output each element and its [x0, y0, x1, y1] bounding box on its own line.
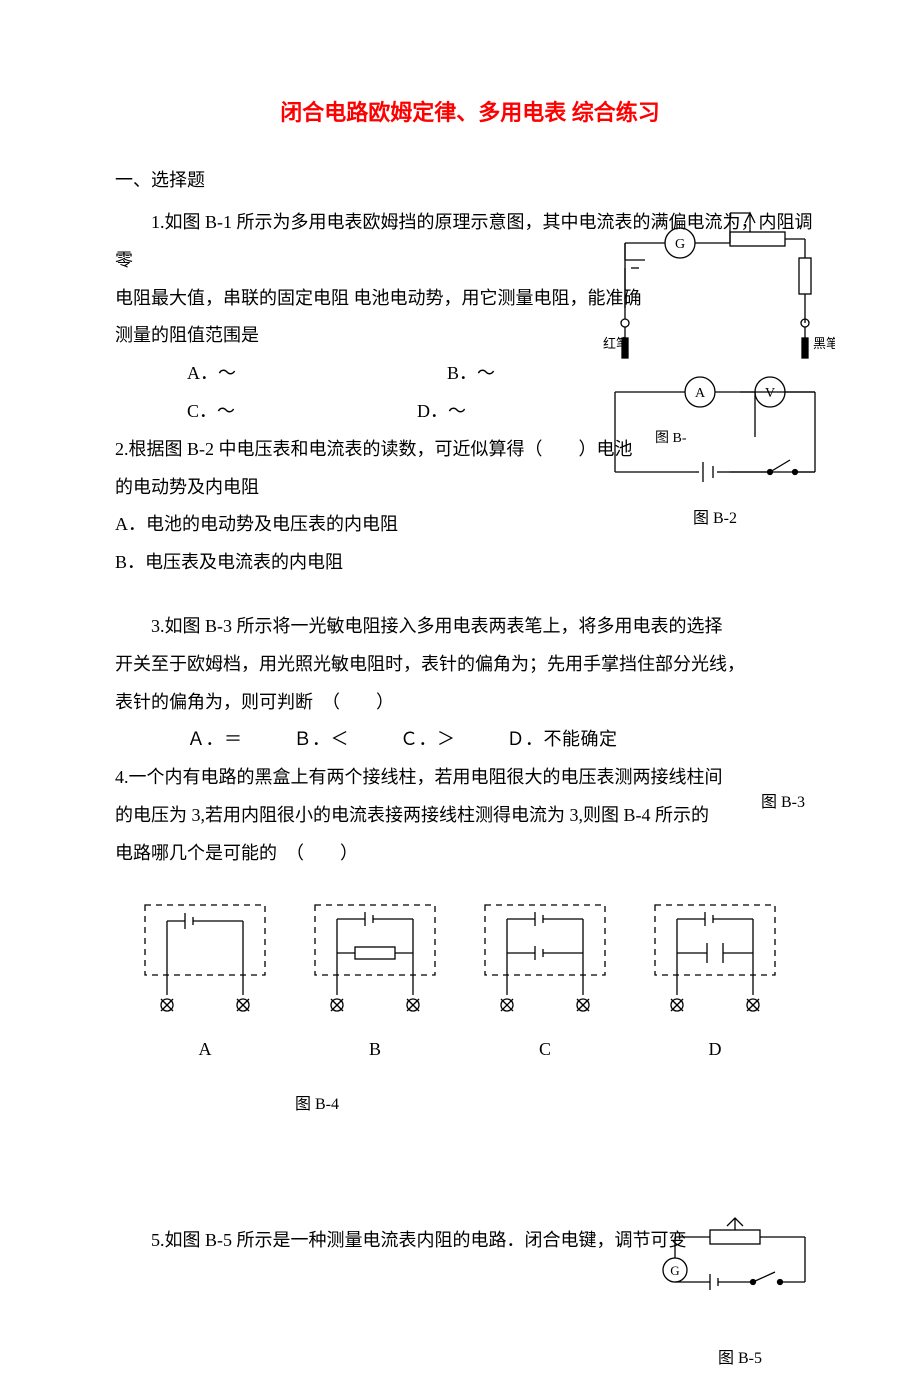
figure-b4-c: C — [475, 895, 615, 1069]
figure-b4-caption: 图 B-4 — [295, 1088, 825, 1122]
q3-option-d: Ｄ．不能确定 — [507, 729, 618, 749]
q1-block: G — [115, 204, 825, 582]
probe-red-label: 红笔 — [603, 336, 629, 351]
q4-text-2: 的电压为 3,若用内阻很小的电流表接两接线柱测得电流为 3,则图 B-4 所示的 — [115, 797, 825, 835]
q3-option-a: Ａ．＝ — [187, 729, 243, 749]
figure-b4-b-label: B — [305, 1031, 445, 1069]
figure-b4-b: B — [305, 895, 445, 1069]
q4-text-3: 电路哪几个是可能的 （ ） — [115, 835, 825, 873]
q3-text-2: 开关至于欧姆档，用光照光敏电阻时，表针的偏角为；先用手掌挡住部分光线， — [115, 646, 825, 684]
svg-text:V: V — [765, 386, 775, 401]
q3-block: 图 B-3 3.如图 B-3 所示将一光敏电阻接入多用电表两表笔上，将多用电表的… — [115, 608, 825, 759]
q1-option-a: A．～ — [187, 355, 447, 393]
figure-b5: G 图 B-5 — [655, 1212, 825, 1376]
figure-b2-caption: 图 B-2 — [595, 502, 835, 536]
q4-text-1: 4.一个内有电路的黑盒上有两个接线柱，若用电阻很大的电压表测两接线柱间 — [115, 759, 825, 797]
q3-text-3: 表针的偏角为，则可判断 （ ） — [115, 684, 825, 722]
figure-b4-a-label: A — [135, 1031, 275, 1069]
probe-black-label: 黑笔 — [813, 336, 835, 351]
figure-b4-c-label: C — [475, 1031, 615, 1069]
figure-b2: A V 图 B- — [595, 362, 835, 536]
q5-block: G 图 B-5 5.如图 B-5 所示是一种测量电流表内阻的电路．闭合电键，调节… — [115, 1222, 825, 1260]
figure-b1-caption-inline: 图 B- — [655, 431, 687, 446]
figure-b5-caption: 图 B-5 — [655, 1342, 825, 1376]
svg-text:G: G — [675, 237, 685, 252]
q1-option-c: C．～ — [187, 393, 417, 431]
q3-option-b: Ｂ．＜ — [294, 729, 350, 749]
figure-b4: A — [135, 895, 825, 1069]
figure-b3-caption: 图 B-3 — [761, 786, 805, 820]
section-heading: 一、选择题 — [115, 162, 825, 200]
svg-text:G: G — [670, 1263, 679, 1278]
figure-b4-d-label: D — [645, 1031, 785, 1069]
q2-option-b: B．电压表及电流表的内电阻 — [115, 544, 825, 582]
figure-b4-a: A — [135, 895, 275, 1069]
svg-text:A: A — [695, 386, 706, 401]
q3-option-c: Ｃ．＞ — [400, 729, 456, 749]
q3-text-1: 3.如图 B-3 所示将一光敏电阻接入多用电表两表笔上，将多用电表的选择 — [115, 608, 825, 646]
figure-b4-d: D — [645, 895, 785, 1069]
page-title: 闭合电路欧姆定律、多用电表 综合练习 — [115, 90, 825, 136]
q1-option-d: D．～ — [417, 393, 466, 431]
